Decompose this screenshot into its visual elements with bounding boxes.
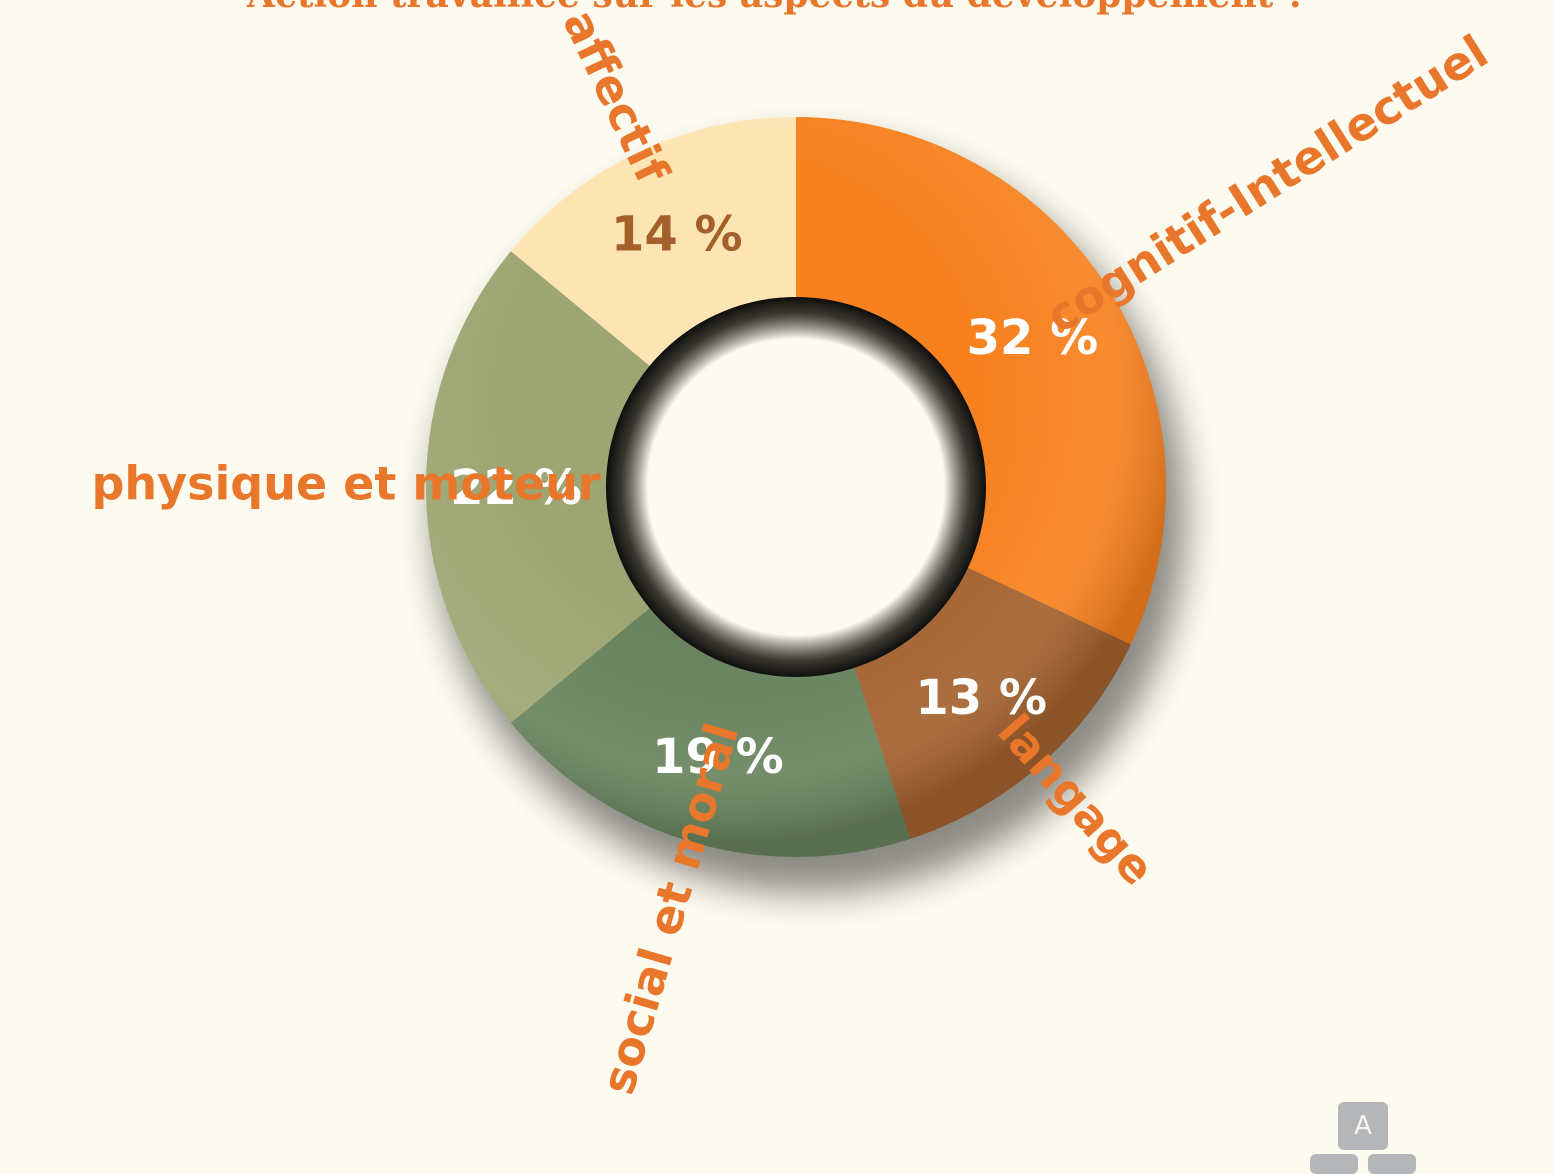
slice-value-label: 14 % (611, 207, 743, 263)
keyboard-key (1310, 1154, 1358, 1174)
donut-hole (606, 297, 986, 677)
slice-value-label: 19 % (652, 729, 784, 785)
slice-value-label: 22 % (450, 460, 582, 516)
slice-value-label: 32 % (967, 310, 1099, 366)
keyboard-widget[interactable]: A (1308, 1100, 1418, 1174)
donut-slices (426, 117, 1166, 857)
keyboard-key (1368, 1154, 1416, 1174)
category-label: physique et moteur (91, 457, 600, 511)
slice-value-label: 13 % (915, 670, 1047, 726)
donut-hole-fill (606, 297, 986, 677)
percentage-labels: 32 % 13 % 19 % 22 % 14 % (450, 207, 1098, 785)
keyboard-icon: A (1338, 1102, 1388, 1150)
chart-title: Action travaillée sur les aspects du dév… (0, 0, 1554, 16)
category-label: cognitif-Intellectuel (1037, 24, 1497, 343)
